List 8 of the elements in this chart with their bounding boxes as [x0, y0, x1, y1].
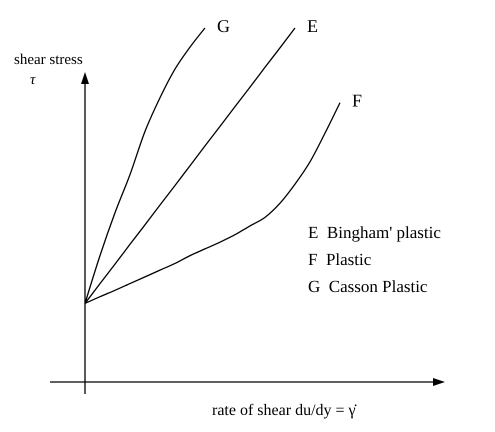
annotation: E Bingham' plastic — [308, 223, 442, 242]
series-label: F — [352, 90, 362, 111]
annotation: G Casson Plastic — [308, 277, 428, 296]
annotation: F Plastic — [308, 250, 372, 269]
x-axis-title: rate of shear du/dy = γ̇ — [212, 402, 357, 419]
series-label: G — [217, 16, 230, 36]
series-label: E — [307, 16, 318, 36]
y-axis-title: shear stress τ — [14, 52, 83, 88]
